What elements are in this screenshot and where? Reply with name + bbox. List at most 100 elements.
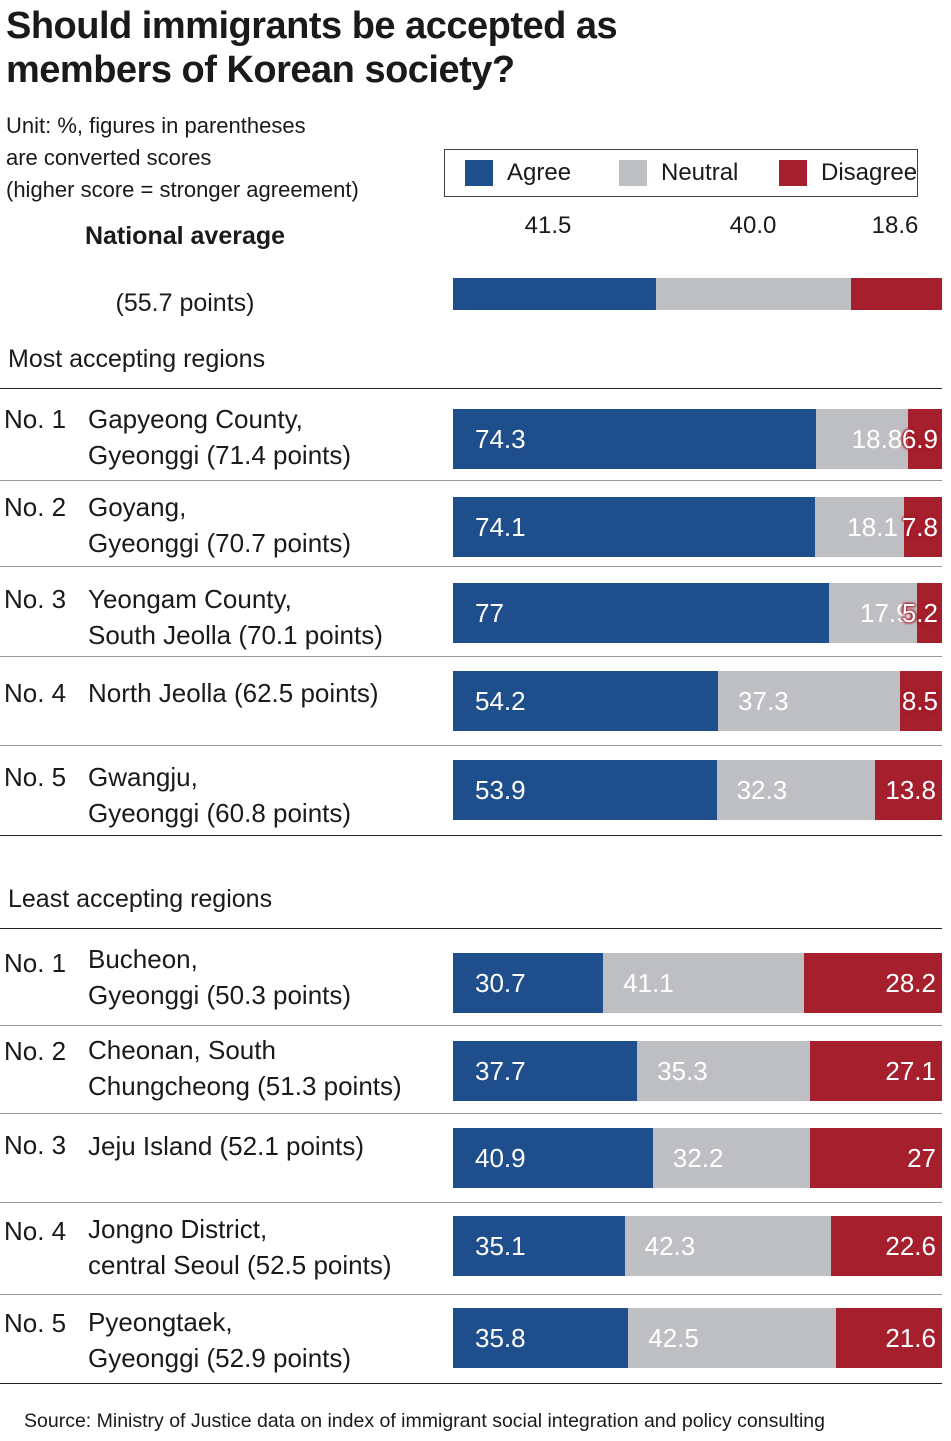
region-label: Cheonan, South Chungcheong (51.3 points)	[88, 1032, 448, 1104]
legend-label-disagree: Disagree	[821, 159, 918, 186]
region-label: Yeongam County, South Jeolla (70.1 points…	[88, 581, 448, 653]
value-label-agree: 35.8	[475, 1323, 526, 1353]
bar-segment-neutral	[815, 497, 904, 557]
row-divider	[0, 1294, 942, 1295]
national-average-points: (55.7 points)	[115, 289, 255, 317]
stacked-bar: 35.8 42.5 21.6	[453, 1308, 942, 1368]
region-line2: Gyeonggi (50.3 points)	[88, 980, 352, 1010]
unit-line-1: Unit: %, figures in parentheses	[6, 113, 306, 138]
value-label-agree: 53.9	[475, 775, 526, 805]
value-label-agree: 74.1	[475, 512, 526, 542]
unit-note: Unit: %, figures in parentheses are conv…	[6, 110, 436, 206]
most-accepting-title: Most accepting regions	[8, 345, 266, 373]
title-line-2: members of Korean society?	[6, 49, 515, 91]
region-label: Pyeongtaek, Gyeonggi (52.9 points)	[88, 1304, 448, 1376]
bar-segment-disagree	[900, 671, 942, 731]
bar-segment-agree	[453, 953, 604, 1013]
legend-item-agree: Agree	[465, 150, 571, 196]
stacked-bar: 54.2 37.3 8.5	[453, 671, 942, 731]
stacked-bar: 77 17.9 5.2	[453, 583, 942, 643]
rank-label: No. 5	[4, 762, 67, 792]
bar-segment-disagree	[874, 760, 942, 820]
region-line1: Pyeongtaek,	[88, 1307, 233, 1337]
bar-segment-agree	[453, 497, 816, 557]
bar-segment-agree	[453, 1308, 629, 1368]
region-line2: Gyeonggi (52.9 points)	[88, 1343, 352, 1373]
least-accepting-title: Least accepting regions	[8, 885, 273, 913]
national-segment-disagree	[851, 278, 942, 310]
region-line1: Goyang,	[88, 492, 187, 522]
bar-segment-neutral	[603, 953, 805, 1013]
region-label: Goyang, Gyeonggi (70.7 points)	[88, 489, 448, 561]
region-label: Gapyeong County, Gyeonggi (71.4 points)	[88, 401, 448, 473]
value-label-disagree: 8.5	[901, 686, 938, 716]
value-label-neutral: 32.3	[736, 775, 788, 805]
region-label: Jongno District, central Seoul (52.5 poin…	[88, 1211, 448, 1283]
value-label-disagree: 22.6	[885, 1231, 936, 1261]
value-label-agree: 35.1	[475, 1231, 526, 1261]
value-label-neutral: 42.3	[644, 1231, 696, 1261]
region-line2: South Jeolla (70.1 points)	[88, 620, 383, 650]
region-label: Bucheon, Gyeonggi (50.3 points)	[88, 941, 448, 1013]
region-line2: central Seoul (52.5 points)	[88, 1250, 392, 1280]
stacked-bar: 35.1 42.3 22.6	[453, 1216, 942, 1276]
rank-label: No. 4	[4, 1216, 67, 1246]
rank-label: No. 4	[4, 678, 67, 708]
title-line-1: Should immigrants be accepted as	[6, 5, 618, 47]
region-line1: Gapyeong County,	[88, 404, 303, 434]
bar-segment-agree	[453, 671, 719, 731]
region-label: Jeju Island (52.1 points)	[88, 1128, 448, 1164]
rank-label: No. 2	[4, 492, 67, 522]
row-divider	[0, 1025, 942, 1026]
value-label-neutral: 42.5	[648, 1323, 699, 1353]
value-label-neutral: 37.3	[738, 686, 789, 716]
bar-segment-agree	[453, 1216, 625, 1276]
region-line1: Gwangju,	[88, 762, 198, 792]
national-segment-agree	[453, 278, 656, 310]
bar-segment-disagree	[804, 953, 942, 1013]
stacked-bar: 40.9 32.2 27	[453, 1128, 942, 1188]
bar-segment-disagree	[903, 497, 942, 557]
legend-swatch-agree	[465, 160, 493, 186]
row-divider	[0, 566, 942, 567]
row-divider	[0, 745, 942, 746]
bar-segment-neutral	[628, 1308, 837, 1368]
region-line2: Gyeonggi (70.7 points)	[88, 528, 352, 558]
legend-label-neutral: Neutral	[661, 159, 739, 186]
region-line1: Jeju Island (52.1 points)	[88, 1131, 365, 1161]
most-bottom-rule	[0, 835, 942, 836]
region-line1: Yeongam County,	[88, 584, 292, 614]
region-label: North Jeolla (62.5 points)	[88, 675, 448, 711]
value-label-agree: 77	[475, 598, 504, 628]
value-label-agree: 74.3	[475, 424, 526, 454]
source-note: Source: Ministry of Justice data on inde…	[24, 1410, 825, 1432]
national-average-label: National average	[84, 222, 286, 250]
bar-segment-disagree	[836, 1308, 942, 1368]
rank-label: No. 3	[4, 584, 67, 614]
bar-segment-neutral	[816, 409, 909, 469]
region-line1: North Jeolla (62.5 points)	[88, 678, 379, 708]
row-divider	[0, 656, 942, 657]
legend-item-disagree: Disagree	[779, 150, 917, 196]
stacked-bar: 37.7 35.3 27.1	[453, 1041, 942, 1101]
value-label-disagree: 21.6	[885, 1323, 936, 1353]
bar-segment-neutral	[652, 1128, 811, 1188]
value-label-neutral: 18.8	[851, 424, 903, 454]
legend-label-agree: Agree	[507, 159, 572, 186]
unit-line-2: are converted scores	[6, 145, 212, 170]
rank-label: No. 3	[4, 1130, 67, 1160]
legend-swatch-disagree	[779, 160, 807, 186]
value-label-agree: 30.7	[475, 968, 526, 998]
rank-label: No. 1	[4, 948, 67, 978]
stacked-bar: 30.7 41.1 28.2	[453, 953, 942, 1013]
value-label-disagree: 13.8	[885, 775, 936, 805]
least-bottom-rule	[0, 1383, 942, 1384]
stacked-bar: 74.1 18.1 7.8	[453, 497, 942, 557]
legend-swatch-neutral	[619, 160, 647, 186]
bar-segment-agree	[453, 760, 717, 820]
bar-segment-neutral	[716, 760, 875, 820]
region-line1: Jongno District,	[88, 1214, 268, 1244]
value-label-agree: 40.9	[475, 1143, 526, 1173]
bar-segment-disagree	[810, 1128, 942, 1188]
row-divider	[0, 1113, 942, 1114]
